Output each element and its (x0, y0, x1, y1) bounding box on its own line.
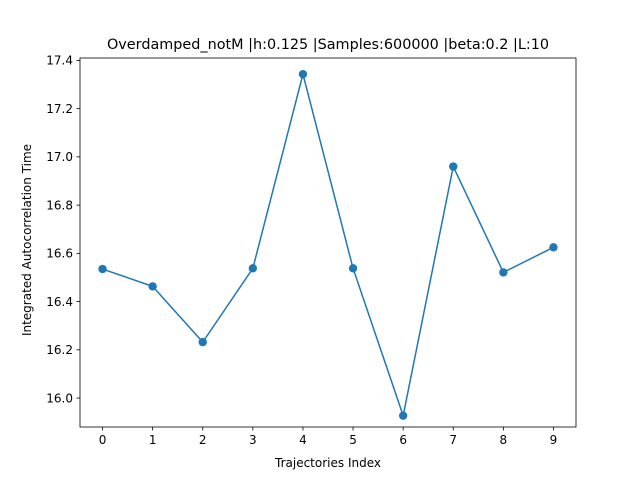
y-axis-label: Integrated Autocorrelation Time (20, 144, 34, 336)
data-point (449, 162, 458, 171)
y-tick-label: 16.4 (46, 295, 73, 309)
series-line (102, 73, 554, 417)
x-tick-label: 6 (399, 433, 407, 447)
data-point (198, 337, 207, 347)
plot-area (79, 57, 577, 428)
x-tick-label: 4 (299, 433, 307, 447)
y-tick-label: 16.6 (46, 247, 73, 261)
data-point (348, 264, 358, 273)
data-point (98, 264, 107, 274)
y-axis: 16.0 16.2 16.4 16.6 16.8 17.0 17.2 17.4 (46, 54, 80, 405)
x-tick-label: 0 (99, 433, 107, 447)
y-tick-label: 17.0 (46, 150, 73, 164)
data-point (248, 264, 258, 273)
y-tick-label: 16.8 (46, 198, 73, 212)
y-tick-label: 17.2 (46, 102, 73, 116)
y-tick-label: 16.2 (46, 343, 73, 357)
data-point (549, 243, 558, 252)
series-layer (98, 69, 558, 420)
x-tick-label: 2 (199, 433, 207, 447)
x-tick-label: 5 (349, 433, 357, 447)
data-point (398, 411, 408, 420)
x-tick-label: 8 (500, 433, 508, 447)
plot-frame (79, 57, 577, 428)
y-tick-label: 16.0 (46, 391, 73, 405)
x-tick-label: 3 (249, 433, 257, 447)
x-axis: 0 1 2 3 4 5 6 7 8 9 (99, 427, 558, 447)
x-tick-label: 9 (550, 433, 558, 447)
data-point (298, 69, 308, 79)
x-tick-label: 1 (149, 433, 157, 447)
data-point (148, 282, 157, 291)
chart-title: Overdamped_notM |h:0.125 |Samples:600000… (107, 37, 549, 53)
y-tick-label: 17.4 (46, 54, 73, 68)
x-axis-label: Trajectories Index (274, 456, 381, 470)
x-tick-label: 7 (449, 433, 457, 447)
data-point (499, 268, 508, 277)
